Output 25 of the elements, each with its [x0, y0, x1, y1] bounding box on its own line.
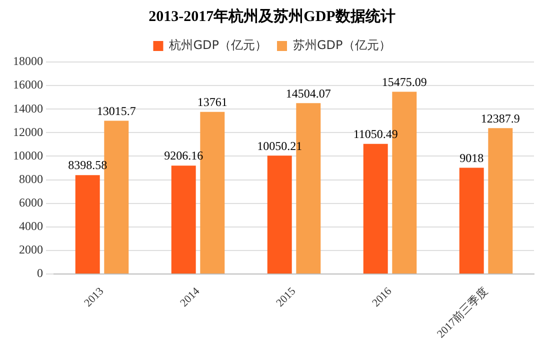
data-label: 13761 — [197, 95, 228, 110]
bar — [75, 175, 100, 274]
legend-label: 杭州GDP（亿元） — [168, 38, 268, 52]
data-label: 13015.7 — [96, 104, 136, 118]
legend-label: 苏州GDP（亿元） — [293, 38, 391, 52]
y-tick-label: 4000 — [19, 219, 43, 234]
y-tick-label: 6000 — [19, 195, 43, 210]
y-tick-label: 0 — [37, 266, 43, 280]
y-tick-label: 10000 — [13, 148, 43, 162]
data-label: 15475.09 — [382, 74, 427, 89]
y-tick-label: 18000 — [13, 54, 43, 68]
data-label: 9018 — [460, 150, 484, 165]
bar — [459, 168, 484, 274]
bar — [171, 166, 196, 274]
bar — [267, 156, 292, 274]
y-tick-label: 14000 — [13, 101, 43, 116]
bar — [488, 128, 513, 274]
y-tick-label: 16000 — [13, 78, 43, 92]
y-tick-label: 8000 — [19, 172, 43, 186]
y-tick-label: 2000 — [19, 242, 43, 257]
data-label: 12387.9 — [480, 111, 520, 126]
y-tick-label: 12000 — [13, 124, 43, 139]
bar — [363, 144, 388, 274]
chart-title: 2013-2017年杭州及苏州GDP数据统计 — [148, 6, 396, 25]
data-label: 14504.07 — [286, 86, 331, 100]
